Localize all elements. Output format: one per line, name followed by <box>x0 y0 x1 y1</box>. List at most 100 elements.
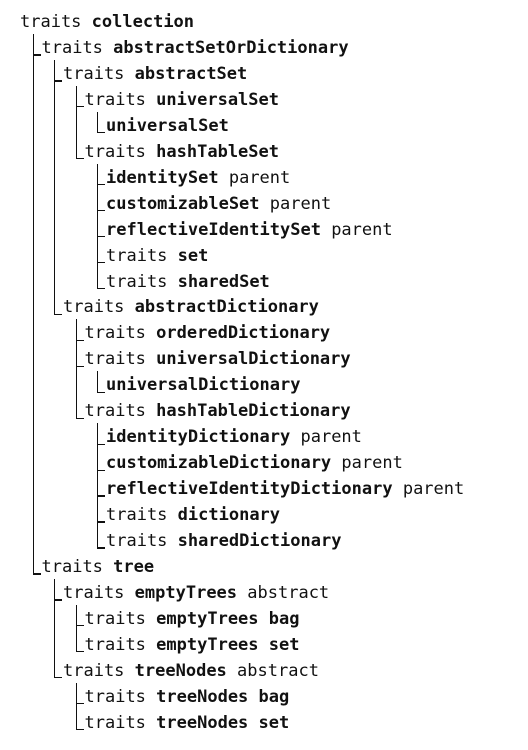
node-modifier: abstract <box>237 660 319 681</box>
node-name: hashTableSet <box>156 141 279 162</box>
node-name: customizableDictionary <box>106 453 332 474</box>
tree-connector-horizontal <box>54 80 62 82</box>
tree-connector-vertical <box>75 682 77 730</box>
tree-node: traits set <box>106 246 208 266</box>
tree-connector-horizontal <box>75 365 84 367</box>
tree-connector-vertical <box>97 423 99 548</box>
node-modifier: parent <box>331 219 393 240</box>
node-name: universalDictionary <box>156 349 351 370</box>
tree-connector-horizontal <box>97 184 105 186</box>
node-name: set <box>177 245 209 266</box>
node-name: abstractSet <box>134 63 248 84</box>
node-keyword: traits <box>84 89 146 110</box>
tree-connector-vertical <box>54 578 56 678</box>
node-keyword: traits <box>63 63 125 84</box>
tree-connector-horizontal <box>97 521 105 523</box>
node-keyword: traits <box>106 531 168 551</box>
tree-node: traits tree <box>42 557 155 577</box>
tree-connector-vertical <box>97 371 99 393</box>
tree-node: traits treeNodes abstract <box>63 661 319 681</box>
tree-node: reflectiveIdentitySet parent <box>106 220 393 240</box>
tree-connector-horizontal <box>97 210 105 212</box>
tree-node: traits orderedDictionary <box>85 323 331 343</box>
tree-connector-horizontal <box>97 287 105 290</box>
tree-connector-horizontal <box>75 651 84 653</box>
tree-connector-horizontal <box>32 54 41 56</box>
tree-connector-horizontal <box>97 235 105 238</box>
node-name: dictionary <box>177 505 281 526</box>
node-keyword: traits <box>106 505 168 526</box>
tree-connector-horizontal <box>32 573 41 575</box>
tree-connector-horizontal <box>97 495 105 497</box>
tree-node: traits sharedDictionary <box>106 531 341 551</box>
node-keyword: traits <box>84 141 146 162</box>
tree-node: traits universalSet <box>85 90 280 110</box>
tree-connector-horizontal <box>75 703 84 705</box>
tree-node: identitySet parent <box>106 168 290 188</box>
node-modifier: parent <box>228 167 291 188</box>
node-modifier: abstract <box>247 582 330 603</box>
tree-node: reflectiveIdentityDictionary parent <box>106 479 464 499</box>
node-name: customizableSet <box>106 193 260 214</box>
tree-connector-vertical <box>75 85 77 159</box>
node-name: emptyTrees bag <box>156 608 300 629</box>
tree-connector-horizontal <box>97 261 105 264</box>
tree-connector-vertical <box>97 163 99 289</box>
node-keyword: traits <box>84 608 146 629</box>
node-keyword: traits <box>106 271 168 292</box>
node-name: sharedSet <box>177 271 270 292</box>
tree-node: traits hashTableSet <box>85 142 280 162</box>
tree-connector-vertical <box>54 59 56 315</box>
node-name: tree <box>113 556 155 577</box>
node-name: identityDictionary <box>106 427 291 448</box>
tree-connector-horizontal <box>97 547 105 549</box>
node-modifier: parent <box>300 427 362 448</box>
node-keyword: traits <box>63 297 125 318</box>
node-keyword: traits <box>84 323 146 344</box>
tree-connector-horizontal <box>54 677 62 679</box>
tree-node: traits dictionary <box>106 505 280 525</box>
node-modifier: parent <box>402 479 465 500</box>
node-modifier: parent <box>341 453 403 474</box>
tree-connector-horizontal <box>97 443 105 445</box>
node-keyword: traits <box>41 556 103 577</box>
tree-connector-horizontal <box>75 339 84 342</box>
node-name: reflectiveIdentityDictionary <box>106 479 393 500</box>
node-keyword: traits <box>84 349 146 370</box>
tree-node: traits treeNodes set <box>85 713 290 733</box>
node-modifier: parent <box>269 193 332 214</box>
node-name: hashTableDictionary <box>156 401 351 422</box>
tree-connector-horizontal <box>54 313 62 316</box>
tree-node: traits emptyTrees abstract <box>63 583 329 603</box>
tree-node: universalDictionary <box>106 375 300 395</box>
tree-connector-horizontal <box>97 469 105 471</box>
node-name: identitySet <box>106 167 219 188</box>
node-name: emptyTrees set <box>156 634 300 655</box>
tree-node: traits universalDictionary <box>85 349 351 369</box>
tree-connector-vertical <box>97 111 99 133</box>
tree-node: traits emptyTrees set <box>85 635 300 655</box>
tree-node: traits collection <box>20 12 194 32</box>
node-keyword: traits <box>84 686 146 707</box>
node-keyword: traits <box>63 582 125 603</box>
tree-node: traits sharedSet <box>106 272 270 292</box>
node-name: abstractDictionary <box>134 297 319 318</box>
node-keyword: traits <box>84 401 146 422</box>
tree-node: universalSet <box>106 116 229 136</box>
node-name: reflectiveIdentitySet <box>106 219 321 240</box>
node-keyword: traits <box>84 634 146 655</box>
tree-node: traits abstractDictionary <box>63 297 319 317</box>
node-keyword: traits <box>63 660 125 681</box>
tree-connector-horizontal <box>97 132 105 134</box>
node-keyword: traits <box>20 12 82 32</box>
node-name: emptyTrees <box>134 582 238 603</box>
node-name: abstractSetOrDictionary <box>113 37 349 58</box>
node-keyword: traits <box>106 245 168 266</box>
tree-node: traits emptyTrees bag <box>85 609 300 629</box>
tree-node: customizableDictionary parent <box>106 453 403 473</box>
node-keyword: traits <box>84 712 146 733</box>
tree-node: traits hashTableDictionary <box>85 401 351 421</box>
tree-connector-vertical <box>32 34 34 574</box>
node-name: universalSet <box>106 115 229 136</box>
